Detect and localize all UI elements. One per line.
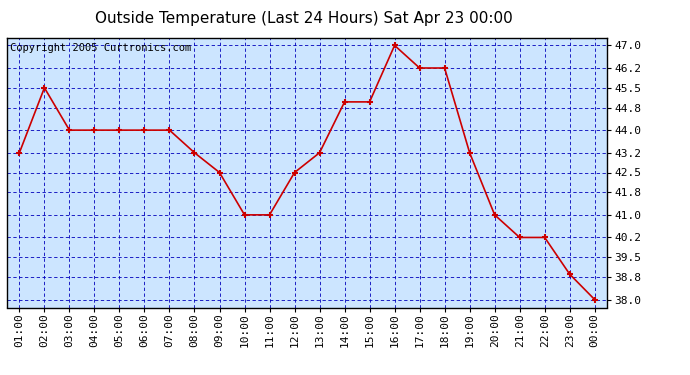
Text: Outside Temperature (Last 24 Hours) Sat Apr 23 00:00: Outside Temperature (Last 24 Hours) Sat … <box>95 11 513 26</box>
Text: Copyright 2005 Curtronics.com: Copyright 2005 Curtronics.com <box>10 43 191 53</box>
